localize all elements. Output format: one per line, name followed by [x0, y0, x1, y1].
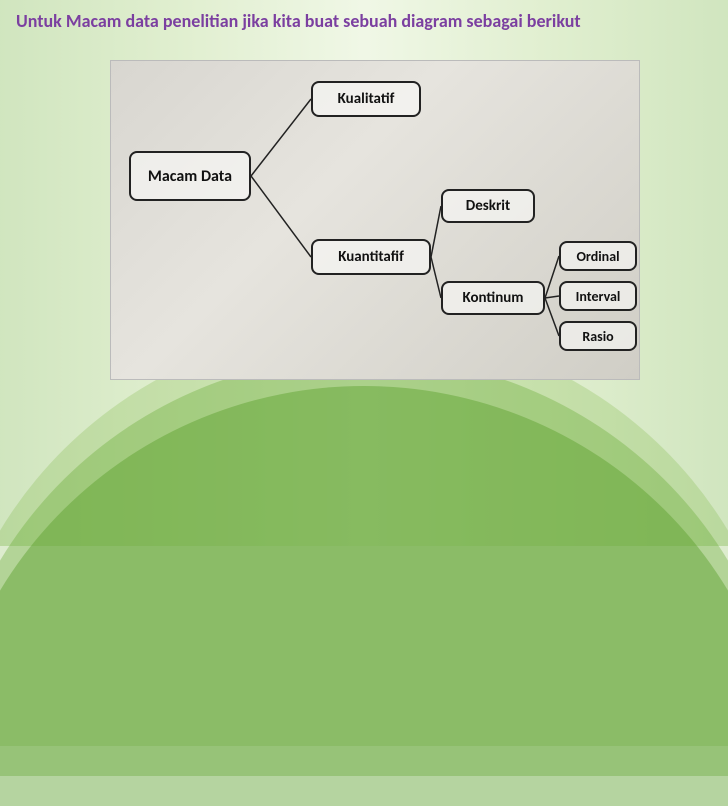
edge	[251, 176, 311, 257]
node-label: Kontinum	[462, 289, 523, 307]
node-label: Deskrit	[466, 197, 510, 215]
node-ordinal: Ordinal	[559, 241, 637, 271]
node-label: Interval	[576, 288, 621, 305]
slide-title: Untuk Macam data penelitian jika kita bu…	[16, 10, 712, 32]
edge	[251, 99, 311, 176]
node-kuantitatif: Kuantitafif	[311, 239, 431, 275]
node-label: Kuantitafif	[338, 248, 404, 266]
edge	[545, 298, 559, 336]
edge	[431, 257, 441, 298]
edge	[545, 296, 559, 298]
node-root: Macam Data	[129, 151, 251, 201]
node-rasio: Rasio	[559, 321, 637, 351]
node-label: Kualitatif	[338, 90, 395, 108]
diagram-container: Macam Data Kualitatif Kuantitafif Deskrit Ko…	[110, 60, 640, 380]
node-kualitatif: Kualitatif	[311, 81, 421, 117]
edge	[431, 206, 441, 257]
node-kontinum: Kontinum	[441, 281, 545, 315]
edge	[545, 256, 559, 298]
node-label: Macam Data	[148, 167, 232, 186]
node-label: Rasio	[582, 328, 613, 345]
node-deskrit: Deskrit	[441, 189, 535, 223]
node-label: Ordinal	[576, 248, 619, 265]
node-interval: Interval	[559, 281, 637, 311]
